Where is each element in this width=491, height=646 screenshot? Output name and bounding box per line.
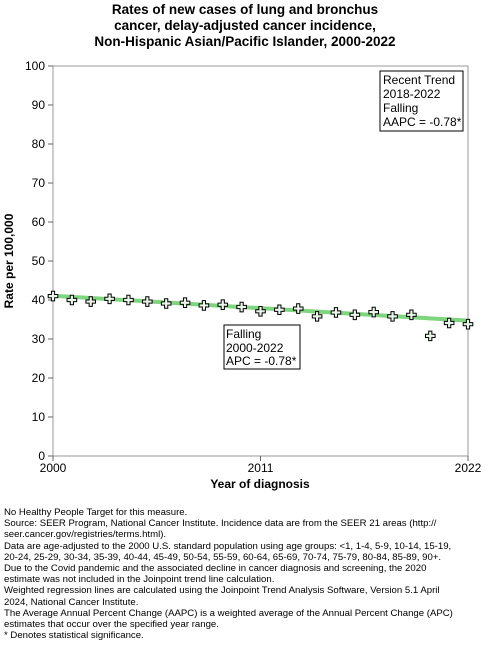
data-point [292, 303, 304, 314]
footnote-line: * Denotes statistical significance. [4, 630, 144, 642]
annotation-overall-trend-line-1: Falling [226, 327, 261, 341]
y-tick-label: 80 [32, 137, 46, 151]
y-tick-label: 90 [32, 98, 46, 112]
data-point [311, 311, 323, 322]
data-point [236, 301, 247, 313]
annotation-overall-trend-line-3: APC = -0.78* [226, 354, 297, 368]
data-point [104, 293, 115, 305]
y-tick-label: 70 [32, 176, 46, 190]
data-point [123, 294, 134, 306]
y-tick-label: 20 [32, 371, 46, 385]
data-point [349, 309, 361, 321]
y-tick-label: 40 [32, 293, 46, 307]
annotation-overall-trend: Falling 2000-2022 APC = -0.78* [223, 324, 301, 370]
data-point [406, 309, 417, 321]
footnote-line: The Average Annual Percent Change (AAPC)… [4, 607, 453, 619]
y-tick-label: 100 [25, 59, 45, 73]
data-point [142, 296, 153, 307]
x-tick-label: 2022 [455, 461, 482, 475]
y-tick-label: 10 [32, 410, 46, 424]
chart-title: Rates of new cases of lung and bronchus … [94, 2, 395, 49]
annotation-recent-trend-box [379, 70, 464, 132]
y-tick-label: 50 [32, 254, 46, 268]
data-point [85, 296, 97, 307]
chart-title-line-2: cancer, delay-adjusted cancer incidence, [114, 18, 376, 33]
data-points [47, 290, 474, 342]
annotation-overall-trend-line-2: 2000-2022 [226, 341, 284, 355]
footnote-line: Weighted regression lines are calculated… [4, 585, 440, 597]
footnote-line: estimates that occur over the specified … [4, 619, 219, 631]
annotation-recent-trend: Recent Trend 2018-2022 Falling AAPC = -0… [379, 70, 464, 132]
data-point [443, 317, 455, 329]
data-point [387, 311, 398, 322]
data-point [198, 300, 210, 311]
annotation-recent-trend-line-4: AAPC = -0.78* [383, 115, 462, 129]
y-axis-ticks: 0 10 20 30 40 50 60 70 80 90 100 [25, 59, 53, 463]
data-point [330, 307, 342, 318]
data-point [274, 304, 285, 316]
data-point [368, 306, 379, 318]
y-tick-label: 60 [32, 215, 46, 229]
footnote-line: No Healthy People Target for this measur… [4, 507, 188, 518]
annotation-recent-trend-line-2: 2018-2022 [383, 87, 441, 101]
y-tick-label: 0 [38, 449, 45, 463]
x-tick-label: 2011 [248, 461, 274, 475]
annotation-overall-trend-box [223, 324, 301, 370]
x-axis-label: Year of diagnosis [210, 477, 310, 491]
chart-title-line-3: Non-Hispanic Asian/Pacific Islander, 200… [94, 34, 395, 49]
footnote-line: Due to the Covid pandemic and the associ… [4, 563, 427, 575]
footnote-line: Data are age-adjusted to the 2000 U.S. s… [4, 540, 452, 552]
footnotes: No Healthy People Target for this measur… [4, 507, 488, 641]
data-point [160, 298, 172, 309]
y-tick-label: 30 [32, 332, 46, 346]
footnote-line: seer.cancer.gov/registries/terms.html). [4, 529, 167, 541]
footnote-line: 2024, National Cancer Institute. [4, 596, 139, 608]
chart: Rates of new cases of lung and bronchus … [2, 2, 482, 491]
annotation-recent-trend-line-1: Recent Trend [383, 73, 455, 87]
data-point [255, 306, 266, 317]
footnote-line: Source: SEER Program, National Cancer In… [4, 518, 437, 530]
footnote-line: 20-24, 25-29, 30-34, 35-39, 40-44, 45-49… [4, 551, 442, 563]
data-point [47, 290, 59, 302]
y-axis-label: Rate per 100,000 [2, 213, 16, 308]
chart-title-line-1: Rates of new cases of lung and bronchus [112, 2, 378, 17]
data-point [66, 294, 78, 306]
annotation-recent-trend-line-3: Falling [383, 101, 418, 115]
x-tick-label: 2000 [40, 461, 67, 475]
data-point [217, 299, 229, 310]
x-axis-ticks: 2000 2011 2022 [40, 456, 482, 475]
data-point-excluded [424, 330, 436, 342]
data-point [462, 318, 474, 330]
footnote-line: estimate was not included in the Joinpoi… [4, 574, 275, 586]
data-point [179, 297, 191, 309]
